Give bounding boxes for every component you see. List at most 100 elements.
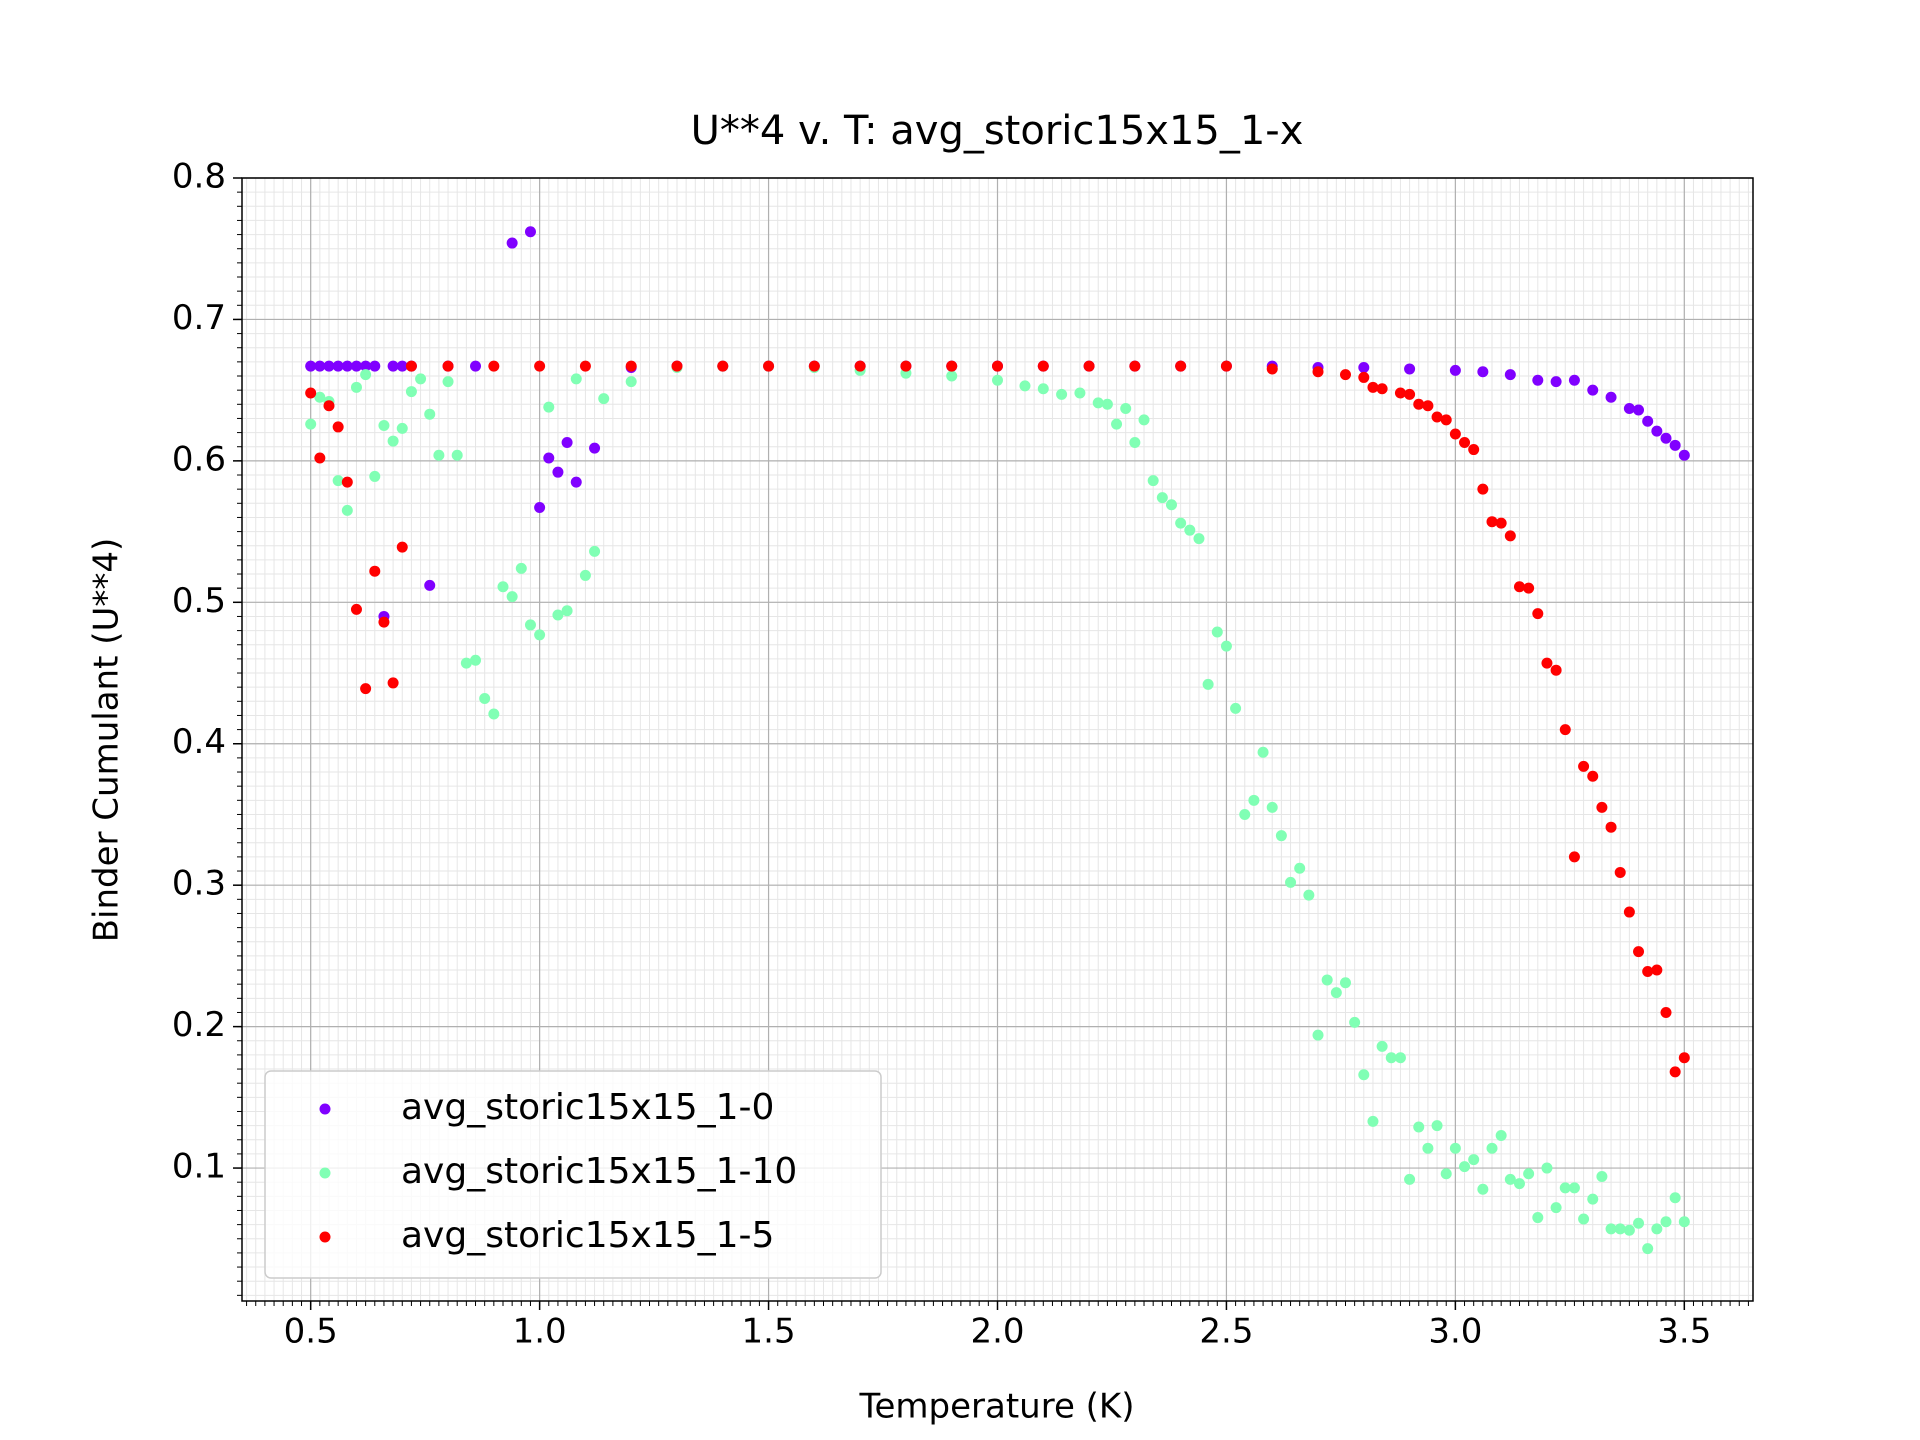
point: [534, 360, 546, 372]
point: [625, 376, 637, 388]
point: [534, 502, 546, 514]
chart-title: U**4 v. T: avg_storic15x15_1-x: [691, 108, 1304, 154]
point: [543, 401, 555, 413]
point: [1651, 425, 1663, 437]
point: [424, 408, 436, 420]
point: [415, 373, 427, 385]
point: [1614, 866, 1626, 878]
point: [1587, 770, 1599, 782]
x-tick-label: 2.0: [970, 1312, 1024, 1352]
x-tick-label: 0.5: [284, 1312, 338, 1352]
point: [1175, 517, 1187, 529]
point: [1092, 397, 1104, 409]
point: [1339, 369, 1351, 381]
y-axis-label: Binder Cumulant (U**4): [87, 538, 127, 943]
point: [1459, 436, 1471, 448]
legend-marker: [319, 1231, 331, 1243]
point: [1193, 533, 1205, 545]
point: [350, 603, 362, 615]
legend-label: avg_storic15x15_1-5: [401, 1215, 774, 1256]
point: [1660, 1216, 1672, 1228]
x-tick-label: 1.0: [513, 1312, 567, 1352]
point: [332, 475, 344, 487]
point: [570, 476, 582, 488]
point: [488, 360, 500, 372]
point: [1449, 1142, 1461, 1154]
point: [1220, 640, 1232, 652]
point: [1504, 530, 1516, 542]
point: [1129, 436, 1141, 448]
point: [479, 692, 491, 704]
point: [524, 226, 536, 238]
point: [1596, 1171, 1608, 1183]
point: [1220, 360, 1232, 372]
x-tick-label: 2.5: [1199, 1312, 1253, 1352]
point: [1330, 987, 1342, 999]
point: [497, 581, 509, 593]
point: [305, 360, 317, 372]
point: [442, 376, 454, 388]
point: [561, 605, 573, 617]
point: [1019, 380, 1031, 392]
point: [1239, 808, 1251, 820]
point: [1660, 1006, 1672, 1018]
point: [1568, 374, 1580, 386]
point: [1175, 360, 1187, 372]
point: [1413, 398, 1425, 410]
point: [1504, 1173, 1516, 1185]
point: [854, 360, 866, 372]
point: [1633, 404, 1645, 416]
point: [1321, 974, 1333, 986]
point: [1578, 1213, 1590, 1225]
point: [946, 370, 958, 382]
point: [1394, 387, 1406, 399]
point: [341, 360, 353, 372]
point: [1138, 414, 1150, 426]
point: [561, 436, 573, 448]
point: [1404, 388, 1416, 400]
point: [900, 360, 912, 372]
point: [1285, 876, 1297, 888]
point: [488, 708, 500, 720]
point: [1532, 1212, 1544, 1224]
point: [323, 400, 335, 412]
point: [1367, 381, 1379, 393]
point: [1477, 483, 1489, 495]
point: [515, 562, 527, 574]
point: [1495, 1130, 1507, 1142]
y-tick-label: 0.2: [172, 1005, 226, 1045]
point: [1633, 946, 1645, 958]
legend-box: [264, 1070, 882, 1279]
point: [808, 360, 820, 372]
point: [369, 360, 381, 372]
point: [369, 470, 381, 482]
point: [506, 591, 518, 603]
point: [1303, 889, 1315, 901]
point: [1642, 415, 1654, 427]
point: [1550, 664, 1562, 676]
point: [1541, 657, 1553, 669]
point: [350, 360, 362, 372]
point: [451, 449, 463, 461]
point: [1367, 1115, 1379, 1127]
point: [1184, 524, 1196, 536]
point: [1669, 439, 1681, 451]
point: [1394, 1052, 1406, 1064]
point: [992, 374, 1003, 386]
point: [1358, 1069, 1370, 1081]
point: [1669, 1066, 1681, 1078]
point: [1083, 360, 1095, 372]
point: [314, 360, 326, 372]
point: [387, 360, 399, 372]
point: [1559, 1182, 1571, 1194]
point: [1266, 363, 1278, 375]
legend: avg_storic15x15_1-0 avg_storic15x15_1-10a…: [264, 1070, 882, 1279]
point: [552, 466, 564, 478]
point: [1559, 724, 1571, 736]
y-tick-label: 0.7: [172, 298, 226, 338]
point: [1678, 1216, 1690, 1228]
point: [341, 476, 353, 488]
point: [1633, 1217, 1645, 1229]
point: [625, 360, 637, 372]
